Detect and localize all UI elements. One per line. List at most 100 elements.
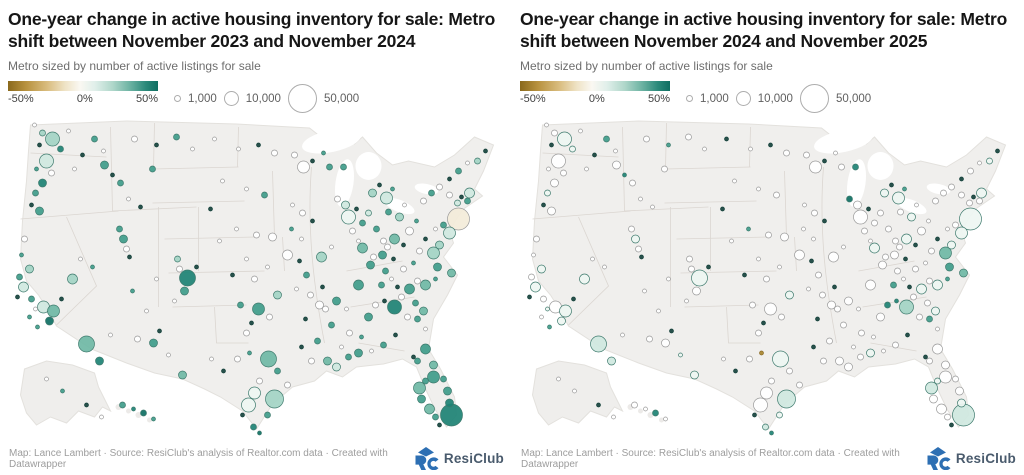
metro-bubble[interactable]	[180, 287, 189, 296]
metro-bubble[interactable]	[607, 357, 616, 366]
metro-bubble[interactable]	[628, 226, 635, 233]
metro-bubble[interactable]	[354, 349, 363, 358]
metro-bubble[interactable]	[217, 239, 222, 244]
metro-bubble[interactable]	[220, 179, 225, 184]
metro-bubble[interactable]	[435, 241, 444, 250]
metro-bubble[interactable]	[57, 146, 64, 153]
metro-bubble[interactable]	[866, 349, 875, 358]
metro-bubble[interactable]	[890, 251, 899, 260]
metro-bubble[interactable]	[291, 152, 298, 159]
metro-bubble[interactable]	[643, 136, 650, 143]
metro-bubble[interactable]	[547, 325, 552, 330]
metro-bubble[interactable]	[261, 192, 268, 199]
metro-bubble[interactable]	[881, 349, 886, 354]
metro-bubble[interactable]	[307, 292, 314, 299]
metro-bubble[interactable]	[157, 329, 162, 334]
metro-bubble[interactable]	[896, 244, 903, 251]
metro-bubble[interactable]	[729, 239, 734, 244]
metro-bubble[interactable]	[866, 207, 871, 212]
metro-bubble[interactable]	[783, 150, 790, 157]
metro-bubble[interactable]	[344, 307, 349, 312]
metro-bubble[interactable]	[811, 237, 816, 242]
metro-bubble[interactable]	[692, 287, 701, 296]
metro-bubble[interactable]	[907, 213, 916, 222]
metro-bubble[interactable]	[126, 197, 131, 202]
metro-bubble[interactable]	[236, 147, 241, 152]
metro-bubble[interactable]	[945, 263, 954, 272]
metro-bubble[interactable]	[876, 313, 885, 322]
metro-bubble[interactable]	[912, 266, 919, 273]
metro-bubble[interactable]	[37, 143, 42, 148]
metro-bubble[interactable]	[547, 207, 556, 216]
metro-bubble[interactable]	[905, 333, 910, 338]
metro-bubble[interactable]	[844, 363, 853, 372]
metro-bubble[interactable]	[540, 296, 547, 303]
metro-bubble[interactable]	[416, 248, 423, 255]
metro-bubble[interactable]	[596, 403, 601, 408]
metro-bubble[interactable]	[149, 166, 156, 173]
metro-bubble[interactable]	[756, 187, 761, 192]
metro-bubble[interactable]	[130, 289, 135, 294]
metro-bubble[interactable]	[603, 136, 610, 143]
metro-bubble[interactable]	[443, 387, 452, 396]
metro-bubble[interactable]	[33, 307, 38, 312]
metro-bubble[interactable]	[151, 417, 156, 422]
metro-bubble[interactable]	[322, 306, 329, 313]
metro-bubble[interactable]	[459, 195, 464, 200]
metro-bubble[interactable]	[861, 228, 868, 235]
metro-bubble[interactable]	[260, 351, 277, 368]
metro-bubble[interactable]	[429, 361, 438, 370]
metro-bubble[interactable]	[530, 282, 541, 293]
metro-bubble[interactable]	[249, 321, 254, 326]
metro-bubble[interactable]	[801, 227, 806, 232]
metro-bubble[interactable]	[356, 239, 361, 244]
metro-bubble[interactable]	[253, 232, 260, 239]
metro-bubble[interactable]	[48, 170, 55, 177]
metro-bubble[interactable]	[897, 209, 904, 216]
metro-bubble[interactable]	[652, 410, 659, 417]
metro-bubble[interactable]	[773, 192, 780, 199]
metro-bubble[interactable]	[815, 317, 820, 322]
metro-bubble[interactable]	[806, 287, 811, 292]
metro-bubble[interactable]	[464, 188, 475, 199]
metro-bubble[interactable]	[38, 179, 47, 188]
metro-bubble[interactable]	[894, 299, 899, 304]
metro-bubble[interactable]	[116, 226, 123, 233]
metro-bubble[interactable]	[290, 203, 295, 208]
metro-bubble[interactable]	[926, 358, 933, 365]
metro-bubble[interactable]	[346, 330, 353, 337]
metro-bubble[interactable]	[947, 241, 956, 250]
metro-bubble[interactable]	[190, 147, 195, 152]
metro-bubble[interactable]	[899, 300, 914, 315]
metro-bubble[interactable]	[533, 236, 540, 243]
metro-bubble[interactable]	[967, 168, 974, 175]
metro-bubble[interactable]	[110, 173, 115, 178]
metro-bubble[interactable]	[437, 423, 442, 428]
metro-bubble[interactable]	[221, 369, 226, 374]
metro-bubble[interactable]	[354, 207, 359, 212]
metro-bubble[interactable]	[926, 316, 933, 323]
metro-bubble[interactable]	[413, 382, 426, 395]
metro-bubble[interactable]	[194, 265, 199, 270]
metro-bubble[interactable]	[612, 161, 621, 170]
metro-bubble[interactable]	[389, 277, 394, 282]
metro-bubble[interactable]	[119, 402, 126, 409]
metro-bubble[interactable]	[869, 243, 880, 254]
metro-bubble[interactable]	[819, 292, 826, 299]
metro-bubble[interactable]	[903, 257, 908, 262]
metro-bubble[interactable]	[39, 130, 46, 137]
metro-bubble[interactable]	[230, 273, 235, 278]
metro-bubble[interactable]	[802, 203, 807, 208]
metro-bubble[interactable]	[541, 203, 546, 208]
metro-bubble[interactable]	[314, 338, 321, 345]
metro-bubble[interactable]	[550, 179, 559, 188]
metro-bubble[interactable]	[380, 342, 387, 349]
metro-bubble[interactable]	[803, 152, 810, 159]
metro-bubble[interactable]	[966, 200, 973, 207]
metro-bubble[interactable]	[688, 266, 695, 273]
metro-bubble[interactable]	[777, 265, 782, 270]
metro-bubble[interactable]	[590, 257, 595, 262]
metro-bubble[interactable]	[822, 219, 827, 224]
metro-bubble[interactable]	[638, 197, 643, 202]
metro-bubble[interactable]	[917, 227, 926, 236]
